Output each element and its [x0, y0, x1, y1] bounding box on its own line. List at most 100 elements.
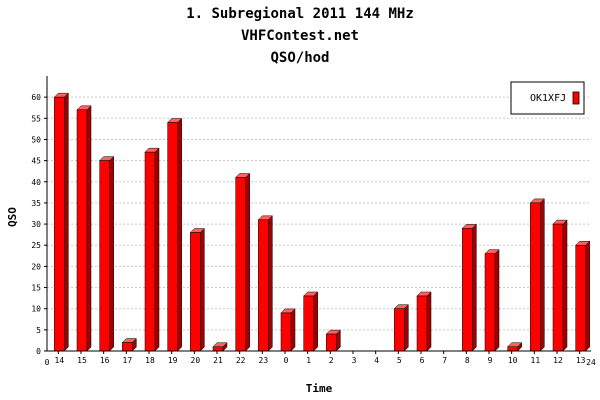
bar-front [394, 308, 405, 352]
x-axis-start-label: 0 [45, 358, 50, 367]
bar [144, 147, 160, 352]
x-tick-label: 1 [306, 356, 311, 365]
x-tick-label: 20 [191, 356, 201, 365]
bar [575, 240, 591, 352]
x-tick-label: 10 [508, 356, 518, 365]
bar-front [280, 312, 292, 352]
y-tick-label: 60 [31, 93, 41, 102]
x-tick-label: 12 [553, 356, 563, 365]
bar-side [86, 105, 92, 352]
legend: OK1XFJ [510, 81, 585, 115]
bar [461, 223, 477, 352]
bar [325, 329, 341, 352]
x-tick-label: 21 [213, 356, 223, 365]
bar-front [303, 295, 314, 352]
x-tick-label: 0 [284, 356, 289, 365]
bar-front [416, 295, 428, 352]
bar-front [575, 244, 586, 352]
bars [53, 92, 591, 352]
bar [235, 172, 251, 352]
x-tick-label: 3 [352, 356, 357, 365]
grid-lines [47, 96, 591, 331]
y-tick-label: 15 [31, 284, 41, 293]
bar-side [540, 198, 545, 352]
bar-front [212, 346, 224, 352]
legend-swatch [572, 91, 580, 105]
x-tick-label: 19 [168, 356, 178, 365]
x-tick-label: 18 [145, 356, 155, 365]
bar-side [585, 240, 590, 352]
x-tick-label: 23 [259, 356, 269, 365]
bar [484, 249, 500, 352]
x-tick-label: 6 [420, 356, 425, 365]
bar-side [177, 117, 182, 352]
axes [44, 76, 591, 354]
bar-front [552, 223, 564, 352]
bar [76, 105, 92, 352]
bar-front [326, 333, 337, 352]
bar-side [64, 92, 69, 352]
bar-side [154, 147, 160, 352]
bar-side [404, 304, 409, 352]
y-tick-label: 50 [31, 135, 41, 144]
bar [529, 198, 545, 352]
legend-box [510, 81, 585, 115]
x-tick-label: 16 [100, 356, 110, 365]
bar [167, 117, 183, 352]
legend-label: OK1XFJ [530, 93, 566, 104]
bar [416, 291, 432, 352]
chart-subtitle-metric: QSO/hod [270, 50, 330, 66]
x-axis-title: Time [306, 382, 333, 395]
y-tick-label: 10 [31, 305, 41, 314]
bar-front [167, 122, 178, 352]
bar [53, 92, 69, 352]
bar-side [313, 291, 318, 352]
x-tick-label: 8 [465, 356, 470, 365]
bar [552, 219, 568, 352]
y-tick-label: 30 [31, 220, 41, 229]
y-tick-label: 45 [31, 157, 41, 166]
x-tick-label: 14 [55, 356, 65, 365]
bar [121, 337, 137, 352]
bar-side [245, 172, 250, 352]
x-tick-label: 5 [397, 356, 402, 365]
y-tick-label: 5 [36, 326, 41, 335]
bar-side [200, 227, 205, 352]
y-tick-label: 0 [36, 347, 41, 356]
bar-side [426, 291, 432, 352]
chart-subtitle-site: VHFContest.net [240, 28, 359, 44]
bar-side [290, 308, 296, 352]
bar-side [472, 223, 477, 352]
x-tick-label: 7 [442, 356, 447, 365]
x-tick-label: 4 [374, 356, 379, 365]
x-tick-label: 15 [77, 356, 87, 365]
bar [303, 291, 319, 352]
x-tick-label: 9 [488, 356, 493, 365]
y-tick-label: 40 [31, 178, 41, 187]
bar-front [530, 202, 541, 352]
bar [507, 342, 523, 352]
x-axis-end-label: 24 [586, 358, 596, 367]
x-tick-label: 17 [123, 356, 133, 365]
bar-side [562, 219, 568, 352]
bar [393, 304, 409, 352]
x-tick-label: 2 [329, 356, 334, 365]
bar-front [54, 96, 65, 352]
bar [257, 215, 273, 352]
bar-front [235, 177, 246, 352]
y-tick-label: 25 [31, 241, 41, 250]
bar [280, 308, 296, 352]
bar-front [190, 232, 201, 352]
bar-front [484, 253, 496, 352]
bar-front [76, 109, 88, 352]
bar [212, 342, 228, 352]
bar-front [507, 346, 518, 352]
bar-side [109, 156, 114, 352]
y-tick-label: 55 [31, 114, 41, 123]
bar-side [268, 215, 273, 352]
bar-front [462, 228, 473, 352]
bar [99, 156, 115, 352]
x-tick-label: 22 [236, 356, 246, 365]
y-tick-label: 20 [31, 262, 41, 271]
